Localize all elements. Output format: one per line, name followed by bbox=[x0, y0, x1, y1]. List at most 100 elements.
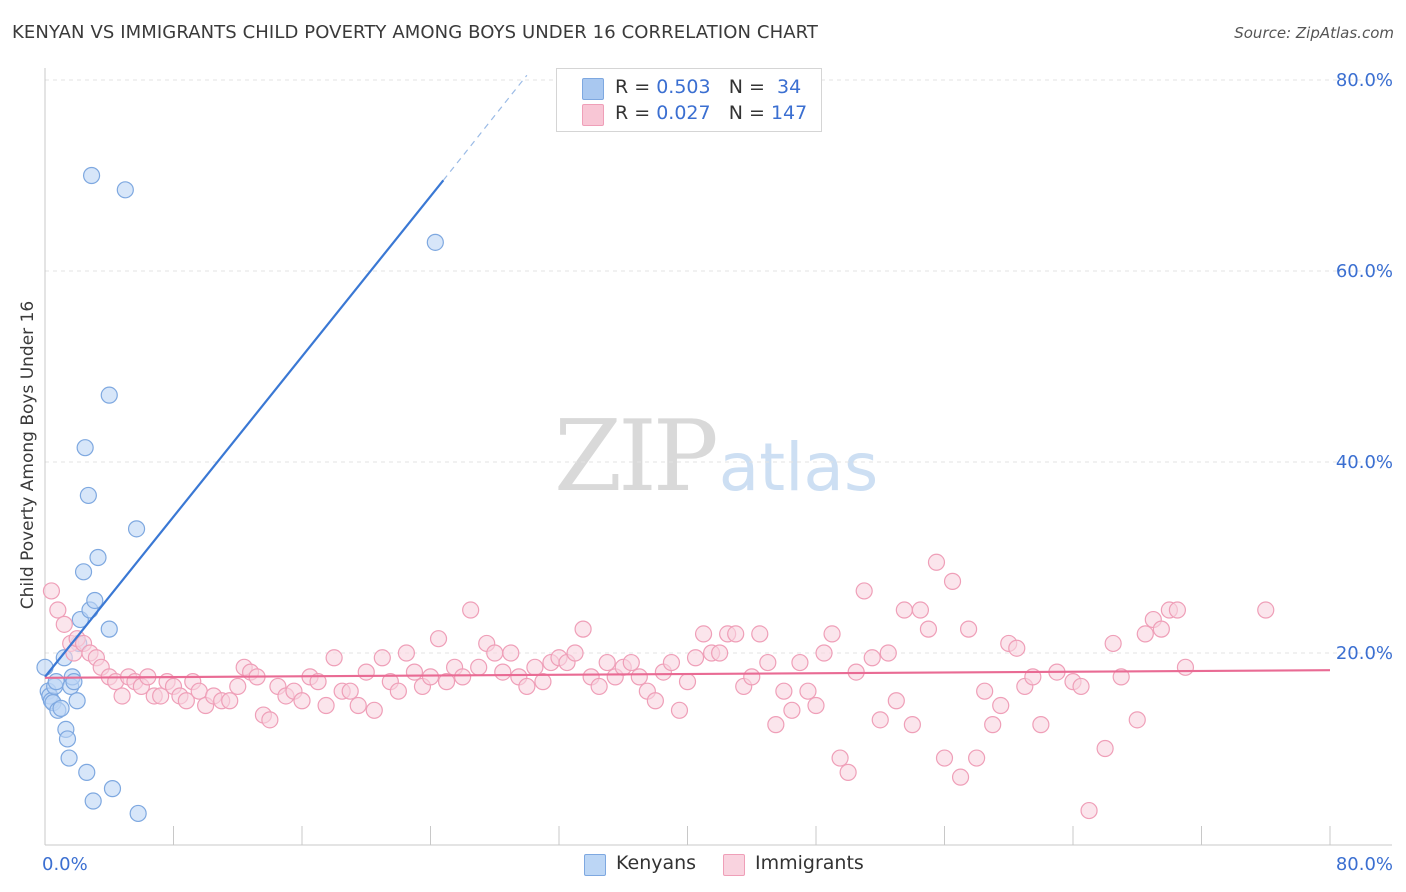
data-point bbox=[670, 701, 689, 719]
data-point bbox=[1008, 639, 1026, 657]
data-point bbox=[58, 730, 77, 748]
data-point bbox=[984, 716, 1002, 734]
data-point bbox=[426, 233, 444, 251]
data-point bbox=[421, 668, 440, 686]
data-point bbox=[103, 780, 122, 798]
data-point bbox=[911, 601, 930, 619]
data-point bbox=[743, 668, 761, 686]
data-point bbox=[365, 701, 383, 719]
r-label: R = bbox=[615, 102, 657, 124]
data-point bbox=[78, 763, 96, 781]
data-point bbox=[502, 644, 520, 662]
data-point bbox=[1080, 801, 1098, 820]
data-point bbox=[895, 601, 913, 619]
data-point bbox=[887, 692, 905, 710]
data-point bbox=[566, 644, 584, 662]
data-point bbox=[791, 653, 809, 672]
data-point bbox=[129, 804, 147, 823]
data-point bbox=[76, 439, 94, 457]
n-value: 34 bbox=[770, 76, 802, 98]
data-point bbox=[646, 692, 664, 710]
data-point bbox=[55, 615, 73, 633]
data-point bbox=[373, 649, 391, 667]
y-tick-label: 80.0% bbox=[1336, 70, 1393, 91]
r-label: R = bbox=[615, 76, 657, 98]
data-point bbox=[839, 763, 857, 781]
y-tick-label: 60.0% bbox=[1336, 261, 1393, 282]
n-label: N = bbox=[728, 76, 771, 98]
data-point bbox=[1096, 739, 1114, 758]
data-point bbox=[470, 658, 488, 676]
immigrants-legend-swatch bbox=[723, 854, 745, 876]
data-point bbox=[903, 716, 921, 734]
data-point bbox=[341, 682, 359, 700]
data-point bbox=[152, 687, 170, 705]
data-point bbox=[65, 673, 83, 691]
data-point bbox=[113, 687, 131, 705]
data-point bbox=[1112, 668, 1130, 686]
data-point bbox=[36, 658, 54, 676]
x-tick-label: 80.0% bbox=[1336, 854, 1393, 875]
data-point bbox=[598, 653, 616, 672]
source-credit: Source: ZipAtlas.com bbox=[1234, 24, 1394, 42]
data-point bbox=[317, 696, 335, 715]
data-point bbox=[767, 716, 785, 734]
data-point bbox=[116, 181, 134, 199]
data-point bbox=[437, 673, 456, 691]
data-point bbox=[935, 749, 954, 767]
data-point bbox=[751, 625, 769, 643]
kenyans-trend-line bbox=[44, 179, 445, 678]
data-point bbox=[177, 692, 195, 710]
data-point bbox=[79, 486, 97, 505]
data-point bbox=[325, 649, 343, 667]
chart-title: KENYAN VS IMMIGRANTS CHILD POVERTY AMONG… bbox=[12, 22, 819, 43]
r-value: 0.027 bbox=[656, 102, 711, 124]
data-point bbox=[486, 644, 504, 662]
kenyans-legend-swatch bbox=[584, 854, 606, 876]
data-point bbox=[261, 711, 279, 729]
stats-text: R = 0.503 N = 34 bbox=[615, 76, 801, 98]
data-point bbox=[74, 563, 93, 581]
stats-text: R = 0.027 N = 147 bbox=[615, 102, 807, 124]
data-point bbox=[60, 749, 78, 767]
data-point bbox=[1136, 625, 1154, 643]
legend-label: Kenyans bbox=[616, 852, 697, 874]
data-point bbox=[927, 553, 946, 571]
data-point bbox=[42, 582, 61, 600]
data-point bbox=[190, 682, 208, 700]
data-point bbox=[349, 696, 367, 715]
data-point bbox=[807, 696, 825, 715]
data-point bbox=[86, 591, 104, 610]
immigrants-trend-line bbox=[44, 669, 1331, 679]
data-point bbox=[309, 673, 327, 691]
kenyans-swatch bbox=[582, 78, 604, 100]
data-point bbox=[127, 520, 146, 538]
data-point bbox=[1032, 716, 1050, 734]
data-point bbox=[831, 749, 849, 767]
data-point bbox=[678, 673, 697, 691]
n-label: N = bbox=[728, 102, 771, 124]
data-point bbox=[686, 649, 705, 667]
data-point bbox=[1128, 711, 1146, 729]
stats-legend-row-immigrants: R = 0.027 N = 147 bbox=[557, 101, 821, 127]
data-point bbox=[49, 601, 67, 619]
data-point bbox=[221, 692, 239, 710]
y-tick-label: 40.0% bbox=[1336, 452, 1393, 473]
data-point bbox=[879, 644, 897, 662]
data-point bbox=[775, 682, 793, 700]
x-tick-label: 0.0% bbox=[42, 854, 88, 875]
immigrants-swatch bbox=[582, 104, 604, 126]
data-point bbox=[397, 644, 416, 662]
series-legend: Kenyans Immigrants bbox=[0, 852, 1406, 878]
stats-legend-row-kenyans: R = 0.503 N = 34 bbox=[557, 75, 821, 101]
data-point bbox=[951, 768, 970, 786]
data-point bbox=[976, 682, 994, 700]
data-point bbox=[959, 620, 978, 638]
legend-label: Immigrants bbox=[755, 852, 864, 874]
data-point bbox=[694, 625, 713, 643]
data-point bbox=[630, 668, 648, 686]
stats-legend: R = 0.503 N = 34 R = 0.027 N = 147 bbox=[556, 68, 822, 132]
data-point bbox=[815, 644, 833, 662]
data-point bbox=[574, 620, 592, 638]
y-tick-label: 20.0% bbox=[1336, 643, 1393, 664]
